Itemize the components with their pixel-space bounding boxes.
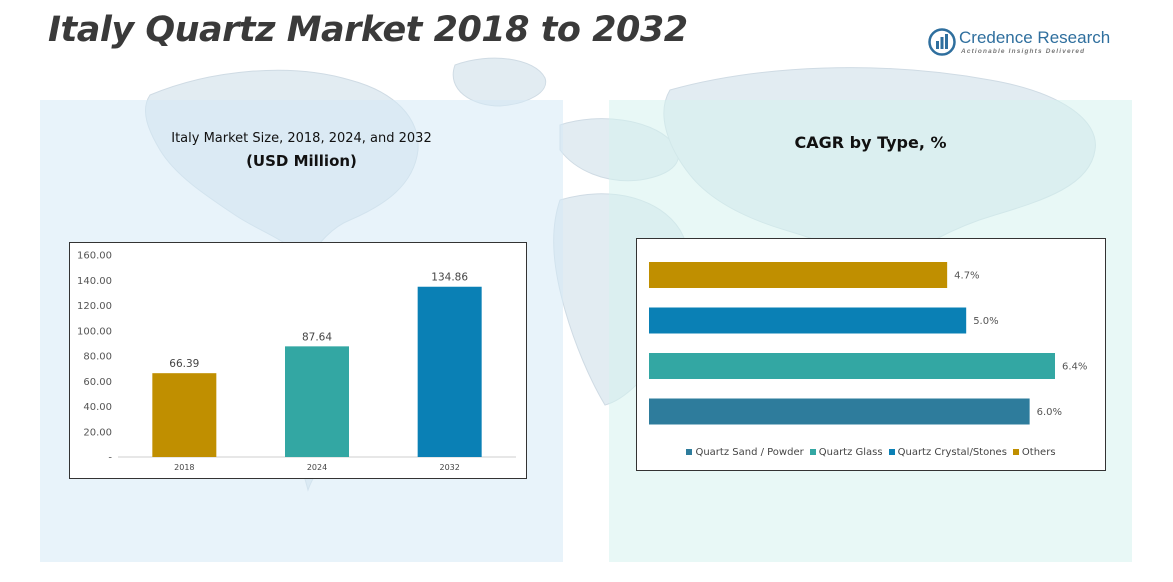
y-tick-label: 100.00 [77, 326, 112, 337]
bar-value-label: 6.4% [1062, 362, 1087, 373]
bar-value-label: 66.39 [169, 358, 199, 370]
legend-swatch [686, 449, 693, 455]
y-tick-label: 140.00 [77, 276, 112, 287]
y-tick-label: 160.00 [77, 251, 112, 262]
page-title: Italy Quartz Market 2018 to 2032 [48, 10, 688, 50]
bar-value-label: 6.0% [1037, 407, 1062, 418]
bar-value-label: 134.86 [431, 272, 468, 284]
cagr-plot-area: 4.7% 5.0% 6.4% 6.0% Quartz Sand / Powder Qua… [636, 238, 1106, 471]
legend-item: Quartz Crystal/Stones [888, 447, 1007, 458]
market-size-unit: (USD Million) [246, 152, 357, 170]
market-size-title: Italy Market Size, 2018, 2024, and 2032 [171, 131, 432, 146]
legend-label: Others [1021, 447, 1056, 458]
x-tick-label: 2018 [174, 463, 194, 472]
legend-label: Quartz Glass [818, 447, 883, 458]
legend-swatch [1012, 449, 1019, 455]
bar-2018 [152, 373, 217, 457]
x-tick-label: 2032 [439, 463, 459, 472]
bar-2024 [285, 346, 349, 457]
y-tick-label: 40.00 [83, 402, 112, 413]
x-tick-label: 2024 [307, 463, 327, 472]
legend-item: Quartz Glass [809, 447, 883, 458]
legend-swatch [809, 449, 816, 455]
market-size-panel: Italy Market Size, 2018, 2024, and 2032 … [40, 100, 563, 562]
logo-mark-icon [928, 28, 956, 56]
credence-research-logo: Credence Research Actionable Insights De… [928, 28, 1128, 60]
y-tick-label: - [108, 453, 112, 464]
y-tick-label: 120.00 [77, 301, 112, 312]
legend-item: Others [1012, 447, 1056, 458]
bar-value-label: 5.0% [973, 316, 998, 327]
logo-tagline: Actionable Insights Delivered [961, 48, 1086, 55]
legend-swatch [888, 449, 895, 455]
cagr-legend: Quartz Sand / Powder Quartz Glass Quartz C… [637, 447, 1105, 458]
market-size-bar-chart: - 20.00 40.00 60.00 80.00 100.00 120.00 140.00 1… [77, 251, 516, 472]
bar-Quartz Sand / Powder [649, 398, 1030, 425]
bar-value-label: 4.7% [954, 271, 979, 282]
bar-Quartz Crystal/Stones [649, 307, 967, 334]
bar-Others [649, 262, 948, 288]
cagr-panel: CAGR by Type, % 4.7% 5.0% 6.4% 6.0% Quartz … [609, 100, 1132, 562]
y-tick-label: 60.00 [83, 377, 112, 388]
bar-value-label: 87.64 [302, 331, 332, 343]
logo-name: Credence Research [959, 28, 1111, 47]
bar-Quartz Glass [649, 353, 1055, 379]
market-size-plot-area: - 20.00 40.00 60.00 80.00 100.00 120.00 140.00 1… [69, 242, 527, 479]
cagr-title: CAGR by Type, % [794, 133, 947, 152]
y-tick-label: 80.00 [83, 352, 112, 363]
cagr-bar-chart: 4.7% 5.0% 6.4% 6.0% [649, 262, 1087, 425]
legend-label: Quartz Sand / Powder [695, 447, 804, 458]
legend-item: Quartz Sand / Powder [686, 447, 804, 458]
y-tick-label: 20.00 [83, 427, 112, 438]
bar-2032 [417, 286, 482, 457]
legend-label: Quartz Crystal/Stones [897, 447, 1007, 458]
